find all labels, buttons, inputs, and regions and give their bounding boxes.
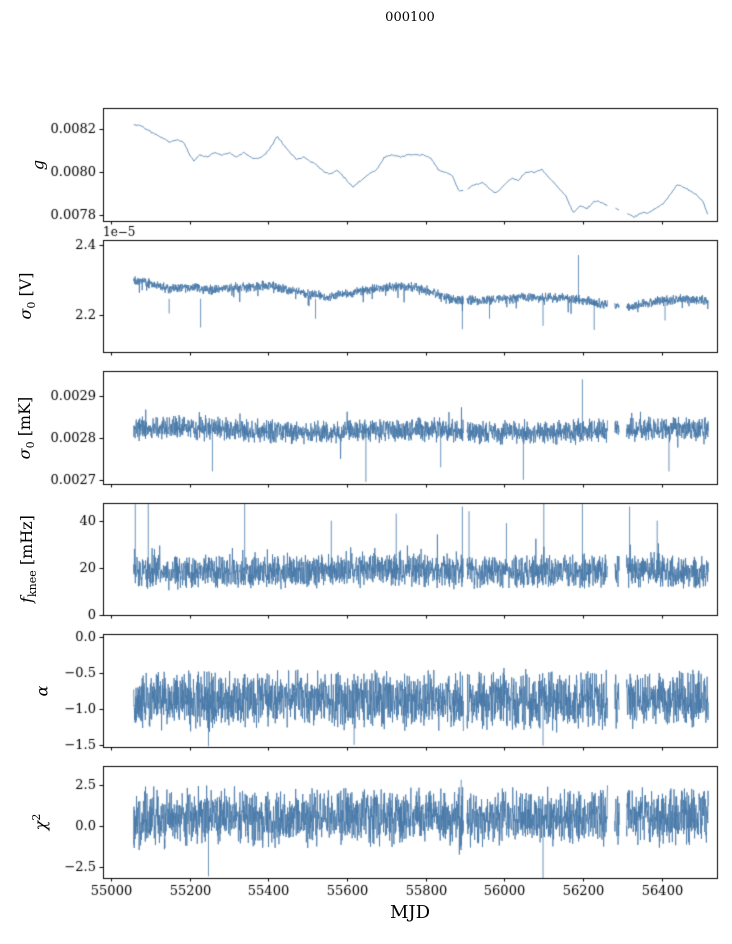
y-axis-label-chi2: χ2 — [29, 813, 51, 831]
y-axis-label-sigma0-v: σ0 [V] — [15, 272, 39, 320]
y-axis-label-alpha: α — [32, 685, 52, 696]
y-axis-label-fknee: fknee [mHz] — [16, 515, 40, 603]
figure-title: 000100 — [385, 10, 435, 25]
y-axis-label-g: g — [28, 159, 48, 170]
x-axis-label: MJD — [389, 902, 431, 923]
y-axis-label-sigma0-mk: σ0 [mK] — [14, 396, 38, 459]
